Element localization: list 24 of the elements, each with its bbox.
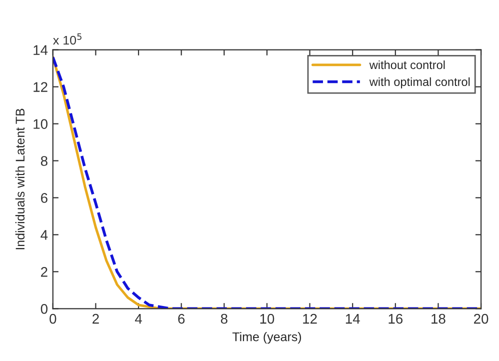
y-tick-label: 0	[40, 304, 48, 314]
x-tick-label: 6	[178, 314, 185, 324]
x-tick-label: 14	[346, 314, 360, 324]
x-tick-label: 20	[474, 314, 488, 324]
x-tick-label: 12	[303, 314, 317, 324]
x-tick-label: 10	[260, 314, 274, 324]
x-tick-label: 0	[50, 314, 56, 324]
x-tick-label: 18	[432, 314, 446, 324]
x-tick-label: 16	[388, 314, 403, 324]
x-axis-title: Time (years)	[232, 332, 302, 344]
y-tick-label: 8	[40, 156, 48, 166]
text: x 10$^{5}$	[53, 33, 82, 45]
y-tick-label: 4	[40, 230, 48, 240]
x-tick-label: 4	[134, 314, 142, 324]
y-tick-label: 2	[41, 267, 48, 277]
y-tick-label: 12	[34, 82, 48, 92]
x-tick-label: 2	[92, 314, 99, 324]
legend-label: without control	[369, 60, 445, 70]
y-axis-title: Individuals with Latent TB	[15, 108, 25, 250]
x-tick-label: 8	[220, 314, 228, 324]
y-tick-label: 10	[34, 119, 48, 129]
legend-label: with optimal control	[369, 77, 470, 88]
y-tick-label: 14	[34, 45, 48, 55]
y-tick-label: 6	[41, 193, 48, 203]
